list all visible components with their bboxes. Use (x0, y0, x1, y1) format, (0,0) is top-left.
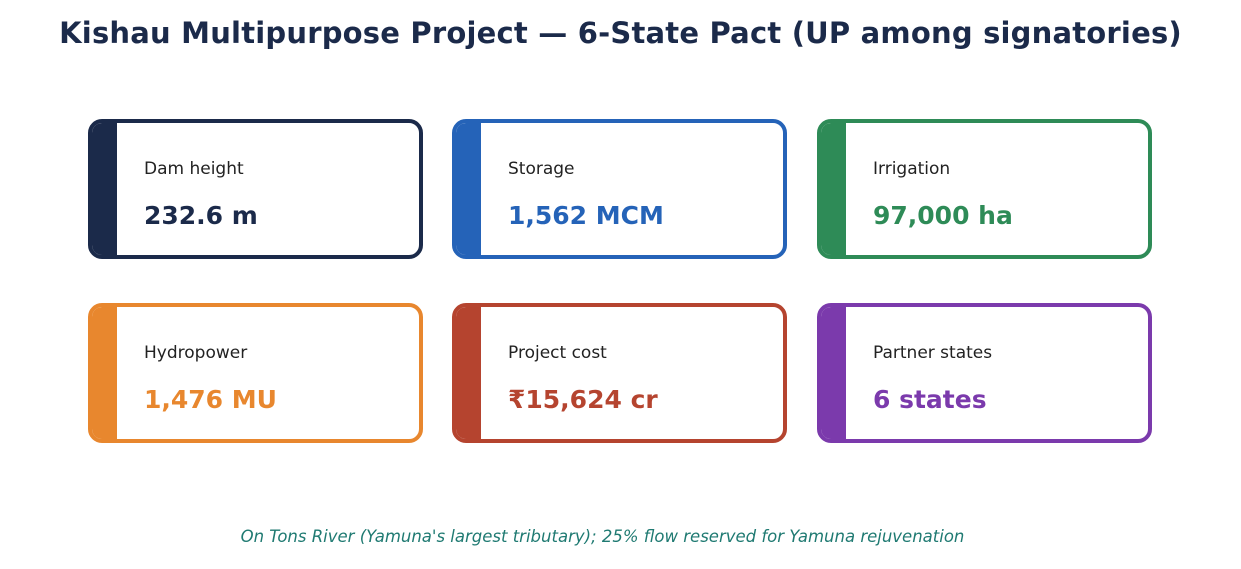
stat-card-hydropower: Hydropower 1,476 MU (88, 303, 423, 443)
card-accent-bar (92, 123, 117, 255)
footer-note: On Tons River (Yamuna's largest tributar… (240, 527, 965, 546)
card-value: 1,476 MU (144, 385, 277, 414)
card-value: ₹15,624 cr (508, 385, 658, 414)
stat-card-dam-height: Dam height 232.6 m (88, 119, 423, 259)
card-accent-bar (821, 307, 846, 439)
card-accent-bar (821, 123, 846, 255)
card-accent-bar (456, 307, 481, 439)
card-value: 97,000 ha (873, 201, 1013, 230)
card-label: Project cost (508, 343, 607, 363)
card-value: 1,562 MCM (508, 201, 664, 230)
card-label: Hydropower (144, 343, 248, 363)
card-label: Partner states (873, 343, 993, 363)
card-label: Irrigation (873, 159, 951, 179)
page-title: Kishau Multipurpose Project — 6-State Pa… (59, 16, 1182, 50)
card-value: 232.6 m (144, 201, 258, 230)
card-label: Storage (508, 159, 575, 179)
card-label: Dam height (144, 159, 244, 179)
card-value: 6 states (873, 385, 987, 414)
card-accent-bar (456, 123, 481, 255)
card-accent-bar (92, 307, 117, 439)
stat-card-project-cost: Project cost ₹15,624 cr (452, 303, 787, 443)
stat-card-irrigation: Irrigation 97,000 ha (817, 119, 1152, 259)
stat-card-storage: Storage 1,562 MCM (452, 119, 787, 259)
stat-card-partner-states: Partner states 6 states (817, 303, 1152, 443)
